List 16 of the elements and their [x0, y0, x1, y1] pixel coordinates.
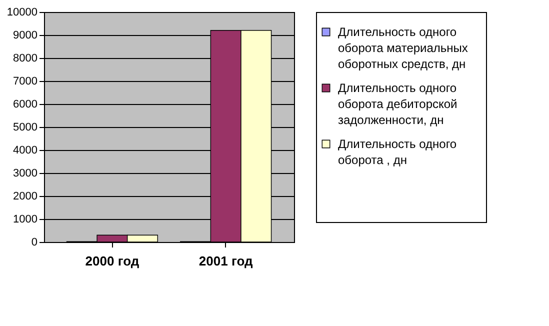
y-tick-label: 6000 — [13, 98, 38, 110]
x-tick-label: 2001 год — [198, 254, 254, 268]
legend-label: Длительность одного оборота , дн — [338, 137, 457, 167]
y-tick-label: 3000 — [13, 168, 38, 180]
legend-label: Длительность одного оборота материальных оборотных средств, дн — [338, 25, 468, 71]
y-tick-label: 5000 — [13, 122, 38, 134]
y-tick-label: 7000 — [13, 76, 38, 88]
y-tick-label: 8000 — [13, 52, 38, 64]
y-tick-label: 10000 — [6, 6, 38, 18]
y-tick-label: 1000 — [13, 214, 38, 226]
y-tick-label: 4000 — [13, 144, 38, 156]
y-tick-label: 0 — [31, 236, 38, 248]
x-tick-label: 2000 год — [85, 254, 140, 268]
legend-label: Длительность одного оборота дебиторской задолженности, дн — [338, 81, 458, 127]
y-tick-label: 9000 — [13, 30, 38, 42]
y-tick-label: 2000 — [13, 190, 38, 202]
